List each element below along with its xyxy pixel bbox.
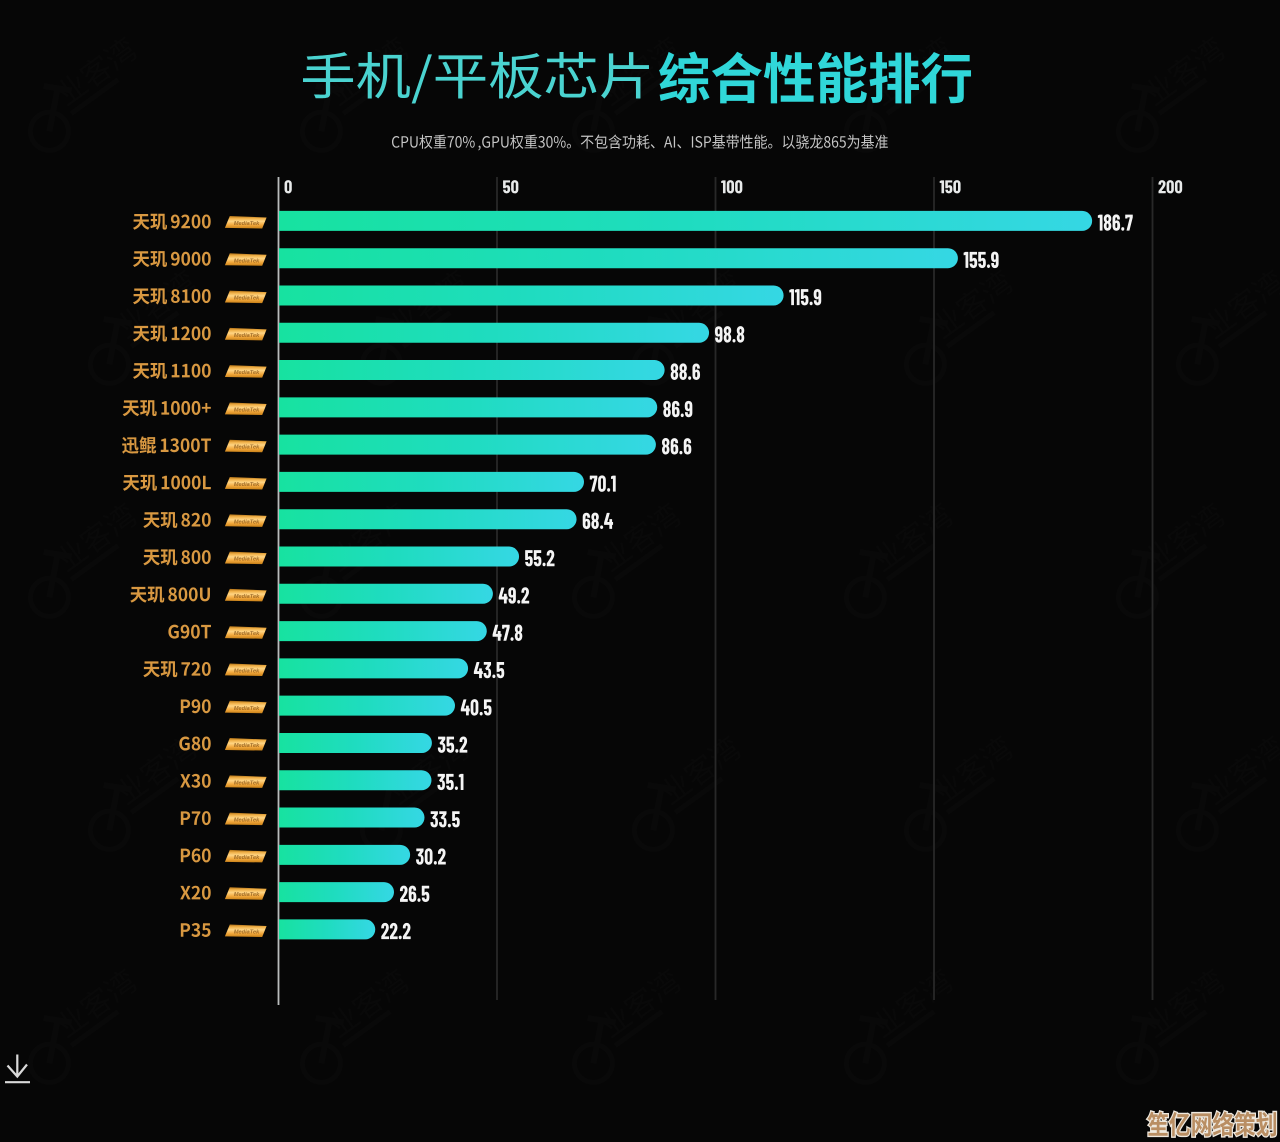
svg-text:MediaTek: MediaTek xyxy=(234,818,260,824)
svg-text:MediaTek: MediaTek xyxy=(234,594,260,600)
svg-text:MediaTek: MediaTek xyxy=(234,333,260,339)
svg-text:MediaTek: MediaTek xyxy=(234,407,260,413)
svg-text:MediaTek: MediaTek xyxy=(234,445,260,451)
svg-text:MediaTek: MediaTek xyxy=(234,668,260,674)
svg-text:MediaTek: MediaTek xyxy=(234,296,260,302)
svg-text:MediaTek: MediaTek xyxy=(234,221,260,227)
svg-text:MediaTek: MediaTek xyxy=(234,780,260,786)
svg-text:MediaTek: MediaTek xyxy=(234,370,260,376)
svg-text:MediaTek: MediaTek xyxy=(234,258,260,264)
svg-text:MediaTek: MediaTek xyxy=(234,892,260,898)
svg-text:MediaTek: MediaTek xyxy=(234,482,260,488)
svg-text:MediaTek: MediaTek xyxy=(234,706,260,712)
svg-text:MediaTek: MediaTek xyxy=(234,855,260,861)
svg-text:MediaTek: MediaTek xyxy=(234,930,260,936)
svg-text:MediaTek: MediaTek xyxy=(234,743,260,749)
svg-text:MediaTek: MediaTek xyxy=(234,631,260,637)
svg-text:MediaTek: MediaTek xyxy=(234,557,260,563)
svg-text:MediaTek: MediaTek xyxy=(234,519,260,525)
